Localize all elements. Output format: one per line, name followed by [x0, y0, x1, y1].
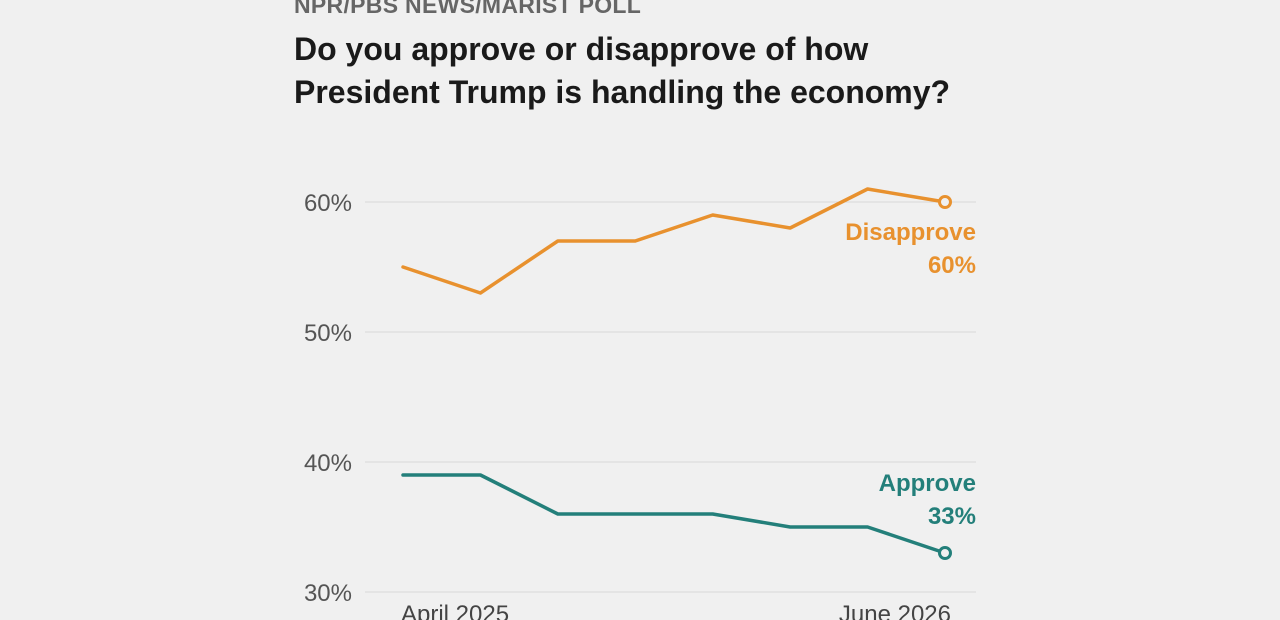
- series-lines: [401, 187, 952, 560]
- x-axis-ticks: April 2025 June 2026: [401, 601, 951, 620]
- x-tick-label-end: June 2026: [839, 601, 951, 620]
- y-axis-ticks: 30% 40% 50% 60%: [304, 190, 352, 607]
- approve-end-marker: [938, 546, 952, 560]
- y-tick-label-60: 60%: [304, 190, 352, 217]
- approve-value-label: 33%: [928, 503, 976, 530]
- disapprove-line: [401, 187, 947, 295]
- disapprove-label: Disapprove: [845, 219, 976, 246]
- source-kicker: NPR/PBS NEWS/MARIST POLL: [294, 0, 642, 18]
- chart-title: Do you approve or disapprove of how Pres…: [294, 31, 951, 110]
- disapprove-end-marker: [938, 195, 952, 209]
- x-tick-label-start: April 2025: [401, 601, 509, 620]
- approve-label: Approve: [879, 470, 976, 497]
- gridlines: [365, 201, 976, 593]
- approve-line: [401, 473, 947, 555]
- end-labels: Disapprove 60% Approve 33%: [845, 219, 976, 530]
- y-tick-label-50: 50%: [304, 320, 352, 347]
- y-tick-label-40: 40%: [304, 450, 352, 477]
- disapprove-value-label: 60%: [928, 252, 976, 279]
- y-tick-label-30: 30%: [304, 580, 352, 607]
